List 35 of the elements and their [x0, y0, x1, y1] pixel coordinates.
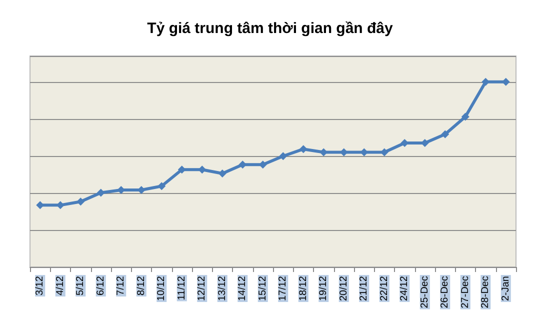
x-tick-label: 17/12 [278, 276, 289, 302]
x-tick-label: 11/12 [176, 276, 188, 300]
x-tick-label: 12/12 [196, 276, 208, 302]
point [158, 182, 166, 190]
chart-title: Tỷ giá trung tâm thời gian gần đây [147, 20, 394, 37]
point [299, 145, 308, 154]
x-tick-label: 13/12 [216, 276, 228, 302]
x-tick-label: 18/12 [298, 276, 309, 302]
point [76, 198, 85, 206]
point [279, 152, 288, 160]
x-tick-label: 26-Dec [440, 276, 451, 308]
x-tick-label: 2-Jan [500, 276, 512, 302]
x-tick-label: 20/12 [338, 276, 350, 302]
x-tick-label: 8/12 [136, 276, 147, 296]
x-tick-label: 27-Dec [460, 276, 471, 308]
x-tick-label: 7/12 [116, 276, 127, 296]
x-tick-label: 21/12 [358, 276, 370, 302]
x-tick-label: 14/12 [237, 276, 248, 302]
x-tick-label: 5/12 [75, 276, 86, 296]
point [441, 130, 450, 138]
x-tick-label: 6/12 [95, 276, 106, 296]
x-tick-label: 4/12 [54, 276, 66, 296]
point [198, 166, 206, 174]
point [178, 166, 186, 174]
point [218, 170, 226, 178]
x-tick-label: 19/12 [318, 276, 330, 302]
x-tick-label: 22/12 [378, 276, 390, 302]
x-tick-label: 3/12 [34, 276, 46, 296]
x-tick-label: 24/12 [399, 276, 410, 302]
point [461, 112, 470, 121]
point [96, 188, 105, 197]
x-tick-label: 28-Dec [480, 276, 492, 308]
x-tick-label: 10/12 [156, 276, 168, 302]
x-tick-label: 25-Dec [419, 276, 430, 308]
x-tick-label: 15/12 [257, 276, 268, 302]
